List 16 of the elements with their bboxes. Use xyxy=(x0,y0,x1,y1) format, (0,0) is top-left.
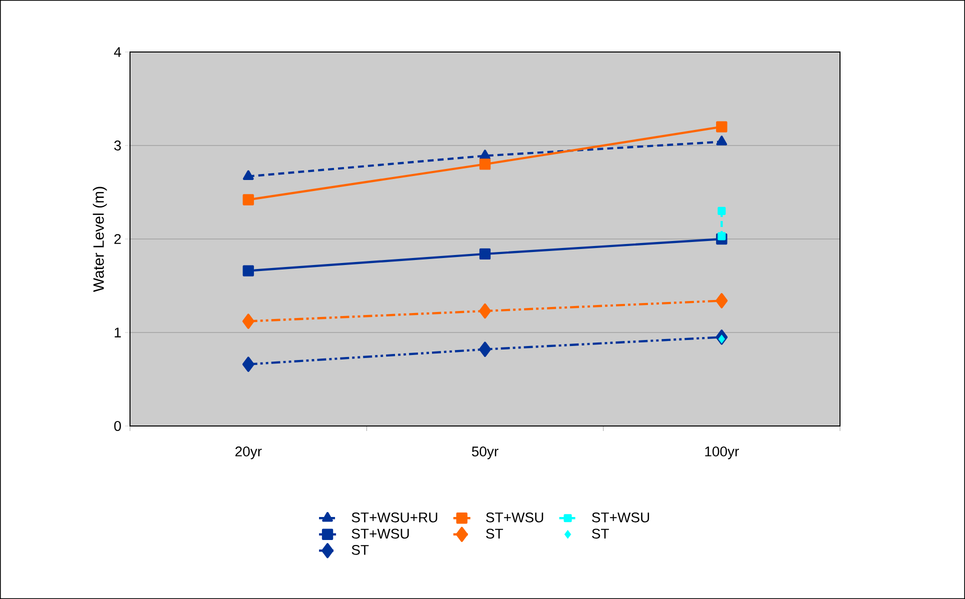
x-tick-label: 100yr xyxy=(705,446,739,460)
y-tick-label: 3 xyxy=(114,140,121,150)
y-tick-label: 4 xyxy=(114,47,122,57)
legend-label: ST+WSU+RU xyxy=(352,512,438,522)
legend-label: ST+WSU xyxy=(592,512,650,522)
legend-label: ST+WSU xyxy=(486,512,544,522)
x-tick-label: 20yr xyxy=(235,446,262,460)
x-tick-label: 50yr xyxy=(472,446,498,460)
y-axis-title: Water Level (m) xyxy=(92,186,107,292)
y-tick-label: 1 xyxy=(114,328,121,338)
legend-label: ST+WSU xyxy=(352,528,409,539)
legend-label: ST xyxy=(486,528,504,539)
legend-label: ST xyxy=(592,528,609,539)
y-tick-label: 0 xyxy=(114,421,121,431)
y-tick-label: 2 xyxy=(114,234,121,244)
legend-label: ST xyxy=(352,544,369,555)
